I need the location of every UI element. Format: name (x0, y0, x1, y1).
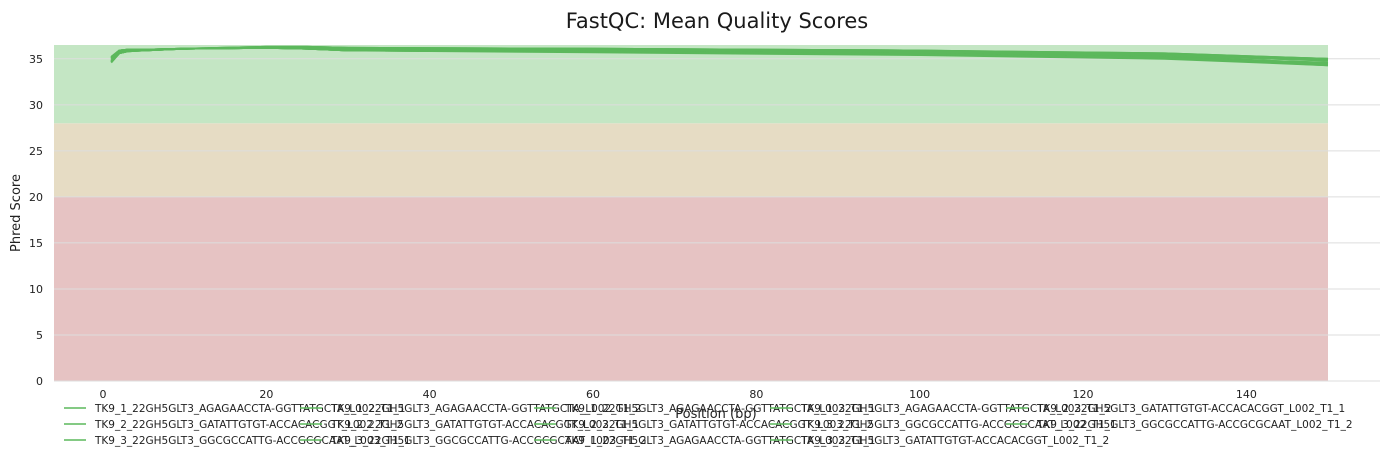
y-tick-5: 5 (36, 329, 43, 342)
y-tick-labels: 0 5 10 15 20 25 30 35 (29, 53, 43, 388)
y-tick-0: 0 (36, 375, 43, 388)
legend: TK9_1_22GH5GLT3_AGAGAACCTA-GGTTATGCTA_L0… (64, 403, 1353, 447)
x-axis-label: Position (bp) (675, 407, 756, 422)
series-line-13 (110, 46, 1329, 66)
y-tick-30: 30 (29, 99, 43, 112)
y-tick-10: 10 (29, 283, 43, 296)
x-tick-40: 40 (423, 388, 437, 401)
legend-label-6: TK9_2_22GH5GLT3_GATATTGTGT-ACCACACGGT_L0… (330, 419, 639, 431)
legend-label-3: TK9_1_22GH5GLT3_AGAGAACCTA-GGTTATGCTA_L0… (800, 403, 1111, 415)
x-tick-80: 80 (749, 388, 763, 401)
quality-zones (54, 45, 1328, 381)
legend-label-10: TK9_3_22GH5GLT3_GGCGCCATTG-ACCGCGCAAT_L0… (94, 435, 411, 447)
y-tick-25: 25 (29, 145, 43, 158)
x-tick-20: 20 (259, 388, 273, 401)
legend-label-11: TK9_3_22GH5GLT3_GGCGCCATTG-ACCGCGCAAT_L0… (330, 435, 647, 447)
legend-label-9: TK9_3_22GH5GLT3_GGCGCCATTG-ACCGCGCAAT_L0… (1036, 419, 1353, 431)
y-tick-15: 15 (29, 237, 43, 250)
legend-label-7: TK9_2_22GH5GLT3_GATATTGTGT-ACCACACGGT_L0… (564, 419, 873, 431)
legend-label-12: TK9_1_22GH5GLT3_AGAGAACCTA-GGTTATGCTA_L0… (564, 435, 875, 447)
x-tick-140: 140 (1236, 388, 1257, 401)
legend-label-5: TK9_2_22GH5GLT3_GATATTGTGT-ACCACACGGT_L0… (94, 419, 403, 431)
legend-label-1: TK9_1_22GH5GLT3_AGAGAACCTA-GGTTATGCTA_L0… (330, 403, 641, 415)
x-tick-60: 60 (586, 388, 600, 401)
legend-label-8: TK9_3_22GH5GLT3_GGCGCCATTG-ACCGCGCAAT_L0… (800, 419, 1117, 431)
x-tick-120: 120 (1073, 388, 1094, 401)
legend-label-0: TK9_1_22GH5GLT3_AGAGAACCTA-GGTTATGCTA_L0… (94, 403, 405, 415)
x-tick-100: 100 (909, 388, 930, 401)
y-tick-20: 20 (29, 191, 43, 204)
y-axis-label: Phred Score (9, 174, 24, 252)
x-tick-labels: 0 20 40 60 80 100 120 140 (100, 388, 1257, 401)
quality-zone-1 (54, 123, 1328, 197)
legend-label-2: TK9_1_22GH5GLT3_AGAGAACCTA-GGTTATGCTA_L0… (564, 403, 875, 415)
series-lines (110, 45, 1329, 67)
legend-label-13: TK9_3_22GH5GLT3_GATATTGTGT-ACCACACGGT_L0… (800, 435, 1109, 447)
chart-title: FastQC: Mean Quality Scores (566, 9, 869, 33)
x-tick-0: 0 (100, 388, 107, 401)
legend-label-4: TK9_2_22GH5GLT3_GATATTGTGT-ACCACACGGT_L0… (1036, 403, 1345, 415)
y-tick-35: 35 (29, 53, 43, 66)
